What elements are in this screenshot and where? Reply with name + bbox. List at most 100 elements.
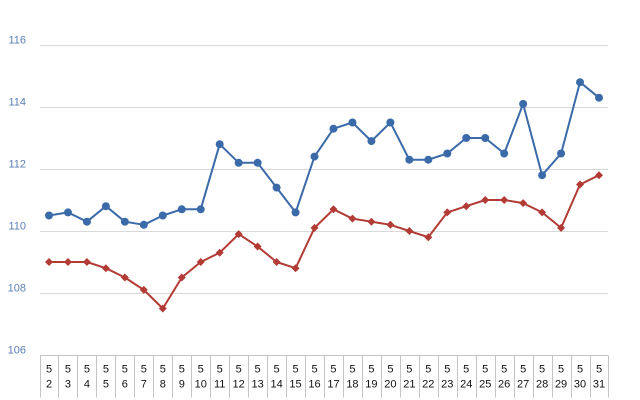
x-tick-day: 21	[403, 379, 415, 391]
y-tick-label: 110	[8, 221, 26, 233]
y-axis: 106 108 110 112 114 116	[8, 35, 26, 357]
data-point	[196, 205, 205, 214]
data-point	[177, 273, 186, 282]
data-point	[101, 202, 110, 211]
x-tick-month: 5	[46, 364, 52, 376]
x-tick-day: 14	[270, 379, 282, 391]
data-point	[329, 124, 338, 133]
x-tick-day: 3	[65, 379, 71, 391]
data-point	[253, 158, 262, 167]
data-point	[253, 242, 262, 251]
x-tick-day: 2	[46, 379, 52, 391]
data-point	[538, 171, 547, 180]
data-point	[196, 258, 205, 266]
data-point	[310, 223, 319, 232]
x-tick-month: 5	[179, 364, 185, 376]
data-point	[291, 264, 300, 273]
data-point	[500, 196, 509, 204]
data-point	[272, 258, 281, 266]
data-point	[177, 205, 186, 214]
data-point	[63, 208, 72, 217]
y-tick-label: 116	[8, 35, 26, 47]
data-point	[63, 258, 72, 266]
data-point	[348, 214, 357, 223]
x-tick-month: 5	[539, 364, 545, 376]
x-tick-month: 5	[463, 364, 469, 376]
y-tick-label: 106	[8, 345, 26, 357]
x-tick-day: 23	[441, 379, 453, 391]
data-point	[291, 208, 300, 217]
y-tick-label: 108	[8, 283, 26, 295]
x-tick-day: 4	[84, 379, 90, 391]
x-tick-day: 22	[422, 379, 434, 391]
x-tick-month: 5	[558, 364, 564, 376]
x-tick-month: 5	[65, 364, 71, 376]
x-tick-month: 5	[84, 364, 90, 376]
x-tick-day: 9	[179, 379, 185, 391]
x-tick-month: 5	[425, 364, 431, 376]
x-tick-month: 5	[255, 364, 261, 376]
x-tick-month: 5	[292, 364, 298, 376]
series-line	[48, 81, 600, 226]
data-point	[462, 202, 471, 211]
x-tick-day: 15	[289, 379, 301, 391]
x-tick-day: 5	[103, 379, 109, 391]
x-tick-day: 20	[384, 379, 396, 391]
data-point	[405, 227, 414, 235]
x-tick-month: 5	[311, 364, 317, 376]
data-point	[234, 158, 243, 167]
series-1	[45, 78, 603, 229]
data-point	[82, 258, 91, 266]
data-point	[595, 171, 603, 180]
x-axis: 5253545556575859510511512513514515516517…	[40, 355, 609, 398]
x-tick-day: 29	[555, 379, 567, 391]
data-point	[519, 199, 528, 208]
data-point	[139, 220, 148, 229]
data-point	[500, 149, 509, 158]
x-tick-month: 5	[368, 364, 374, 376]
data-point	[405, 155, 414, 164]
x-tick-month: 5	[444, 364, 450, 376]
x-tick-day: 27	[517, 379, 529, 391]
data-point	[576, 180, 585, 189]
x-tick-month: 5	[349, 364, 355, 376]
data-point	[386, 220, 395, 229]
x-tick-day: 26	[498, 379, 510, 391]
x-tick-month: 5	[520, 364, 526, 376]
data-point	[82, 217, 91, 226]
x-tick-month: 5	[406, 364, 412, 376]
series-lines	[45, 78, 603, 313]
x-tick-day: 11	[214, 379, 225, 391]
x-tick-day: 13	[251, 379, 263, 391]
x-tick-month: 5	[387, 364, 393, 376]
data-point	[310, 152, 319, 161]
series-line	[49, 174, 600, 310]
data-point	[424, 233, 433, 242]
data-point	[329, 205, 338, 214]
x-tick-month: 5	[103, 364, 109, 376]
x-tick-month: 5	[577, 364, 583, 376]
x-tick-month: 5	[198, 364, 204, 376]
data-point	[443, 208, 452, 217]
data-point	[120, 273, 129, 282]
x-tick-day: 19	[365, 379, 377, 391]
data-point	[215, 248, 224, 257]
x-tick-month: 5	[501, 364, 507, 376]
data-point	[158, 211, 167, 220]
data-point	[45, 258, 53, 266]
x-tick-day: 6	[122, 379, 128, 391]
gridlines	[40, 45, 608, 294]
data-point	[557, 223, 566, 232]
x-tick-day: 7	[141, 379, 147, 391]
data-point	[367, 217, 376, 226]
data-point	[272, 183, 281, 192]
x-tick-day: 25	[479, 379, 491, 391]
data-point	[234, 230, 243, 239]
data-point	[386, 118, 395, 127]
data-point	[519, 99, 528, 108]
data-point	[595, 93, 603, 102]
x-tick-month: 5	[274, 364, 280, 376]
data-point	[139, 285, 148, 294]
x-tick-day: 12	[233, 379, 245, 391]
